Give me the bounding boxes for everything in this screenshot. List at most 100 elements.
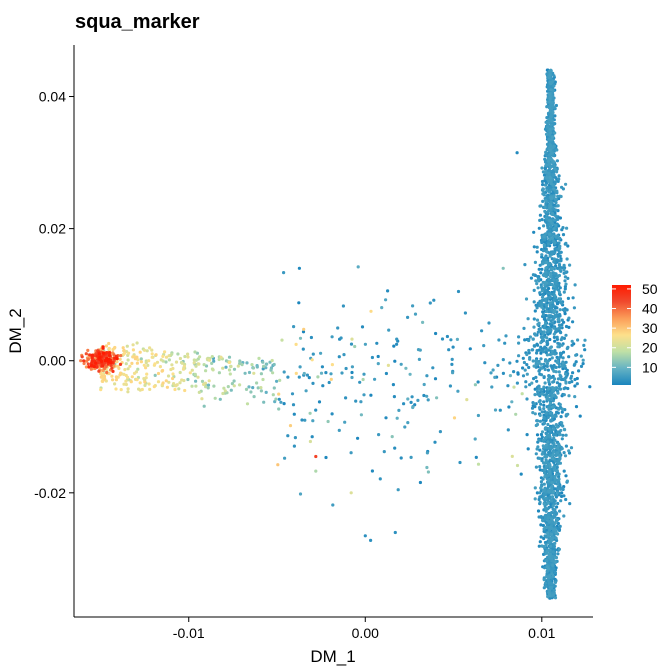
data-point (548, 162, 552, 166)
data-point (330, 335, 334, 339)
data-point (302, 371, 306, 376)
data-point (539, 341, 543, 345)
data-point (552, 326, 556, 330)
data-point (554, 414, 558, 418)
data-point (152, 385, 156, 389)
data-point (549, 274, 553, 278)
data-point (410, 395, 414, 399)
data-point (200, 379, 205, 383)
data-point (553, 521, 557, 525)
data-point (558, 524, 562, 529)
data-point (292, 412, 296, 416)
data-point (554, 395, 558, 400)
data-point (537, 400, 541, 404)
data-point (548, 301, 553, 305)
data-point (541, 310, 545, 314)
data-point (552, 160, 556, 164)
data-point (547, 552, 551, 556)
data-point (252, 371, 256, 375)
data-point (186, 352, 190, 356)
data-point (428, 301, 432, 305)
data-point (131, 343, 135, 347)
data-point (95, 354, 99, 358)
data-point (548, 574, 552, 578)
data-point (553, 560, 557, 564)
data-point (257, 356, 261, 360)
data-point (181, 367, 186, 371)
data-point (544, 198, 548, 202)
data-point (251, 386, 255, 390)
data-point (219, 355, 223, 359)
data-point (549, 208, 553, 212)
data-point (550, 196, 554, 200)
data-point (408, 372, 412, 376)
data-point (552, 545, 556, 549)
data-point (413, 312, 418, 316)
data-point (574, 360, 578, 364)
data-point (542, 173, 547, 177)
data-point (268, 360, 272, 364)
data-point (283, 456, 287, 460)
data-point (114, 375, 118, 379)
data-point (551, 550, 556, 554)
data-point (510, 454, 514, 458)
data-point (544, 543, 548, 547)
data-point (177, 387, 181, 391)
data-point (192, 358, 196, 362)
data-point (546, 397, 550, 401)
data-point (303, 418, 307, 422)
data-point (230, 382, 234, 386)
data-point (227, 355, 232, 359)
data-point (561, 367, 565, 371)
data-point (550, 572, 554, 576)
data-point (554, 201, 558, 205)
data-point (541, 187, 545, 191)
data-point (546, 422, 550, 427)
data-point (561, 233, 566, 237)
data-point (89, 363, 94, 367)
data-point (563, 377, 567, 381)
data-point (227, 360, 231, 365)
data-point (125, 344, 129, 348)
data-point (555, 465, 559, 469)
data-point (292, 325, 296, 329)
data-point (556, 430, 560, 434)
data-point (546, 478, 551, 482)
data-point (139, 357, 143, 361)
data-point (550, 356, 554, 360)
data-point (153, 362, 157, 366)
data-point (458, 460, 462, 465)
data-point (344, 396, 348, 400)
data-point (540, 459, 544, 463)
data-point (525, 372, 529, 376)
legend-tick-label: 40 (642, 301, 658, 317)
data-point (542, 536, 546, 541)
data-point (396, 488, 400, 492)
data-point (553, 313, 557, 317)
data-point (207, 358, 212, 362)
data-point (553, 556, 557, 560)
data-point (556, 482, 560, 486)
data-point (238, 359, 242, 363)
data-point (560, 318, 564, 322)
data-point (543, 238, 547, 242)
data-point (456, 389, 460, 393)
data-point (190, 368, 194, 372)
data-point (542, 488, 546, 492)
data-point (572, 306, 577, 310)
data-point (276, 463, 280, 467)
data-point (542, 496, 546, 501)
data-point (552, 257, 557, 261)
data-point (567, 316, 571, 320)
data-point (540, 166, 544, 170)
data-point (194, 384, 198, 388)
data-point (565, 226, 569, 230)
data-point (226, 385, 230, 389)
data-point (395, 337, 399, 341)
data-point (544, 348, 549, 352)
data-point (538, 327, 542, 331)
legend-tick-label: 50 (642, 281, 658, 297)
data-point (507, 405, 511, 409)
data-point (562, 387, 566, 391)
color-legend: 10 20 30 40 50 (612, 281, 658, 385)
